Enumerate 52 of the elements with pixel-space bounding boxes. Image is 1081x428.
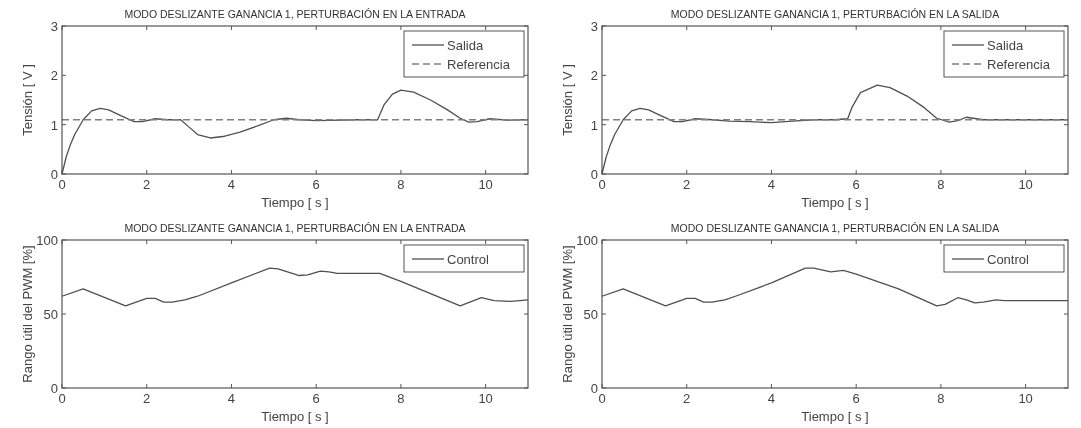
- y-axis-title: Tensión [ V ]: [560, 64, 575, 136]
- x-tick-label: 4: [227, 177, 236, 192]
- legend-label: Salida: [987, 38, 1024, 53]
- chart-title: MODO DESLIZANTE GANANCIA 1, PERTURBACIÓN EN LA ENTRADA: [124, 8, 466, 20]
- y-tick-label: 50: [583, 307, 598, 322]
- x-tick-label: 8: [937, 391, 945, 406]
- y-tick-label: 0: [590, 381, 598, 396]
- x-tick-label: 10: [1018, 177, 1033, 192]
- legend-label: Control: [447, 252, 490, 267]
- x-tick-label: 6: [312, 177, 320, 192]
- x-tick-label: 8: [397, 391, 405, 406]
- y-axis-title: Tensión [ V ]: [20, 64, 35, 136]
- y-tick-label: 2: [50, 68, 58, 84]
- legend-label: Control: [987, 252, 1030, 267]
- x-tick-label: 2: [683, 177, 691, 192]
- x-tick-label: 8: [937, 177, 945, 192]
- x-tick-label: 8: [397, 177, 405, 192]
- x-tick-label: 10: [478, 391, 493, 406]
- x-tick-label: 10: [478, 177, 493, 192]
- x-tick-label: 6: [852, 177, 860, 192]
- y-tick-label: 1: [590, 117, 598, 133]
- x-tick-label: 4: [767, 391, 776, 406]
- x-tick-label: 6: [312, 391, 320, 406]
- x-axis-title: Tiempo [ s ]: [261, 409, 329, 424]
- x-tick-label: 2: [143, 391, 151, 406]
- y-tick-label: 100: [576, 233, 598, 248]
- x-axis-title: Tiempo [ s ]: [801, 409, 869, 424]
- y-tick-label: 50: [43, 307, 58, 322]
- y-tick-label: 0: [50, 381, 58, 396]
- y-tick-label: 1: [50, 117, 58, 133]
- y-tick-label: 0: [590, 167, 598, 182]
- x-axis-title: Tiempo [ s ]: [261, 195, 329, 210]
- y-tick-label: 2: [590, 68, 598, 84]
- x-tick-label: 4: [767, 177, 776, 192]
- y-tick-label: 100: [36, 233, 58, 248]
- x-tick-label: 2: [143, 177, 151, 192]
- x-tick-label: 2: [683, 391, 691, 406]
- chart-title: MODO DESLIZANTE GANANCIA 1, PERTURBACIÓN EN LA SALIDA: [670, 8, 1000, 20]
- x-tick-label: 4: [227, 391, 236, 406]
- chart-title: MODO DESLIZANTE GANANCIA 1, PERTURBACIÓN EN LA SALIDA: [670, 222, 1000, 234]
- y-axis-title: Rango útil del PWM [%]: [560, 245, 575, 383]
- y-tick-label: 0: [50, 167, 58, 182]
- y-axis-title: Rango útil del PWM [%]: [20, 245, 35, 383]
- chart-title: MODO DESLIZANTE GANANCIA 1, PERTURBACIÓN EN LA ENTRADA: [124, 222, 466, 234]
- legend-label: Referencia: [987, 57, 1051, 72]
- y-tick-label: 3: [50, 19, 58, 34]
- y-tick-label: 3: [590, 19, 598, 34]
- x-axis-title: Tiempo [ s ]: [801, 195, 869, 210]
- legend-label: Referencia: [447, 57, 511, 72]
- legend-label: Salida: [447, 38, 484, 53]
- x-tick-label: 6: [852, 391, 860, 406]
- x-tick-label: 10: [1018, 391, 1033, 406]
